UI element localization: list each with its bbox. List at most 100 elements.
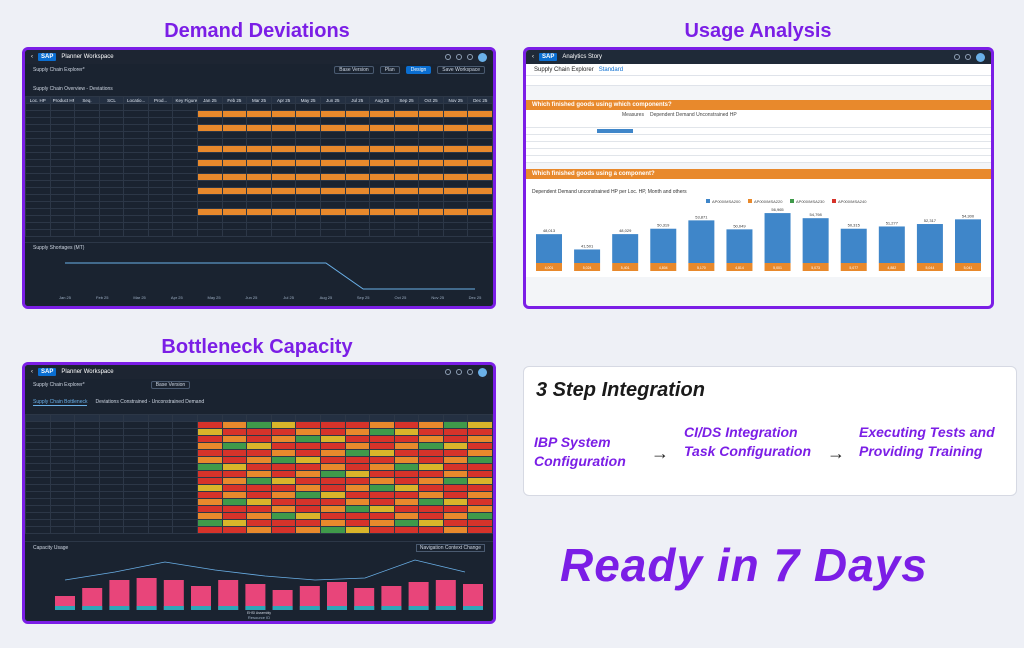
grid-cell[interactable]: [418, 152, 444, 160]
grid-cell[interactable]: [270, 512, 297, 520]
grid-cell[interactable]: [221, 498, 248, 506]
grid-cell[interactable]: [74, 463, 100, 471]
grid-cell[interactable]: [221, 222, 248, 230]
grid-cell[interactable]: [25, 442, 51, 450]
grid-cell[interactable]: [221, 194, 248, 202]
grid-cell[interactable]: [344, 463, 371, 471]
grid-cell[interactable]: [221, 229, 248, 237]
grid-cell[interactable]: [442, 103, 469, 111]
avatar[interactable]: [478, 367, 487, 377]
plan-button[interactable]: Plan: [379, 66, 400, 74]
grid-cell[interactable]: [246, 103, 272, 111]
grid-cell[interactable]: [197, 435, 223, 443]
grid-cell[interactable]: [295, 470, 321, 478]
grid-cell[interactable]: [221, 463, 248, 471]
grid-cell[interactable]: [25, 463, 51, 471]
grid-cell[interactable]: [123, 152, 149, 160]
grid-cell[interactable]: [246, 222, 272, 230]
grid-cell[interactable]: [319, 180, 346, 188]
grid-cell[interactable]: [442, 201, 469, 209]
grid-cell[interactable]: [393, 166, 420, 174]
grid-cell[interactable]: [49, 498, 76, 506]
grid-cell[interactable]: [393, 180, 420, 188]
grid-cell[interactable]: [369, 477, 395, 485]
grid-cell[interactable]: [393, 215, 420, 223]
grid-cell[interactable]: [344, 456, 371, 464]
bar-segment[interactable]: [878, 262, 905, 271]
grid-cell[interactable]: [147, 498, 174, 506]
grid-cell[interactable]: [467, 110, 493, 118]
grid-cell[interactable]: [221, 484, 248, 492]
grid-cell[interactable]: [418, 456, 444, 464]
grid-cell[interactable]: [270, 519, 297, 527]
grid-cell[interactable]: [393, 110, 420, 118]
grid-cell[interactable]: [74, 491, 100, 499]
back-icon[interactable]: ‹: [31, 369, 33, 375]
grid-cell[interactable]: [270, 442, 297, 450]
grid-cell[interactable]: [442, 512, 469, 520]
grid-cell[interactable]: [418, 477, 444, 485]
grid-cell[interactable]: [393, 138, 420, 146]
save-workspace-button[interactable]: Save Workspace: [437, 66, 485, 74]
grid-cell[interactable]: [246, 519, 272, 527]
grid-cell[interactable]: [418, 159, 444, 167]
grid-cell[interactable]: [197, 152, 223, 160]
grid-cell[interactable]: [393, 222, 420, 230]
bar[interactable]: [408, 582, 429, 610]
grid-cell[interactable]: [442, 229, 469, 237]
grid-cell[interactable]: [98, 215, 125, 223]
grid-cell[interactable]: [270, 421, 297, 429]
grid-cell[interactable]: [393, 152, 420, 160]
grid-cell[interactable]: [147, 173, 174, 181]
grid-cell[interactable]: [295, 166, 321, 174]
grid-cell[interactable]: [295, 222, 321, 230]
grid-cell[interactable]: [418, 421, 444, 429]
app-title[interactable]: Planner Workspace: [61, 54, 114, 60]
grid-cell[interactable]: [49, 526, 76, 534]
grid-cell[interactable]: [123, 477, 149, 485]
column-header[interactable]: [123, 414, 149, 422]
table-row[interactable]: [25, 117, 493, 125]
grid-cell[interactable]: [147, 110, 174, 118]
grid-cell[interactable]: [172, 166, 199, 174]
grid-cell[interactable]: [172, 477, 199, 485]
grid-cell[interactable]: [442, 138, 469, 146]
bar-segment[interactable]: [381, 606, 402, 610]
grid-cell[interactable]: [147, 131, 174, 139]
grid-cell[interactable]: [319, 173, 346, 181]
grid-cell[interactable]: [49, 229, 76, 237]
grid-cell[interactable]: [25, 180, 51, 188]
table-row[interactable]: [25, 491, 493, 499]
grid-cell[interactable]: [74, 110, 100, 118]
grid-cell[interactable]: [172, 152, 199, 160]
grid-cell[interactable]: [295, 477, 321, 485]
grid-cell[interactable]: [147, 229, 174, 237]
table-row[interactable]: [25, 456, 493, 464]
bar-segment[interactable]: [840, 262, 867, 271]
grid-cell[interactable]: [172, 159, 199, 167]
grid-cell[interactable]: [197, 222, 223, 230]
grid-cell[interactable]: [393, 229, 420, 237]
grid-cell[interactable]: [418, 166, 444, 174]
grid-cell[interactable]: [442, 173, 469, 181]
grid-cell[interactable]: [197, 456, 223, 464]
grid-cell[interactable]: [25, 526, 51, 534]
bar-segment[interactable]: [218, 606, 239, 610]
version-select[interactable]: Base Version: [150, 381, 191, 389]
grid-cell[interactable]: [442, 463, 469, 471]
grid-cell[interactable]: [221, 526, 248, 534]
grid-cell[interactable]: [172, 201, 199, 209]
grid-cell[interactable]: [74, 484, 100, 492]
column-header[interactable]: Dec 25: [467, 96, 493, 104]
grid-cell[interactable]: [295, 208, 321, 216]
help-icon[interactable]: [456, 369, 462, 375]
table-row[interactable]: [25, 131, 493, 139]
bar[interactable]: [272, 590, 293, 610]
grid-cell[interactable]: [295, 103, 321, 111]
grid-cell[interactable]: [418, 208, 444, 216]
grid-cell[interactable]: [418, 470, 444, 478]
grid-cell[interactable]: [369, 138, 395, 146]
grid-cell[interactable]: [418, 173, 444, 181]
grid-cell[interactable]: [98, 229, 125, 237]
grid-cell[interactable]: [319, 491, 346, 499]
